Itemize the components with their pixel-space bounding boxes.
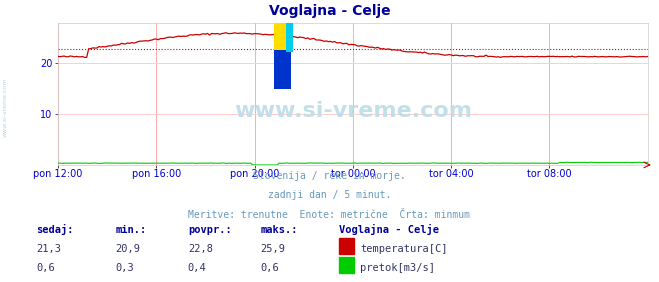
Bar [274,13,291,52]
Text: sedaj:: sedaj: [36,224,74,235]
Bar [274,50,291,89]
Text: 22,8: 22,8 [188,244,213,254]
Text: pretok[m3/s]: pretok[m3/s] [360,263,436,273]
Text: 0,6: 0,6 [260,263,279,273]
Text: Voglajna - Celje: Voglajna - Celje [339,224,440,235]
Text: zadnji dan / 5 minut.: zadnji dan / 5 minut. [268,190,391,200]
Text: povpr.:: povpr.: [188,225,231,235]
Text: 0,6: 0,6 [36,263,55,273]
Text: 25,9: 25,9 [260,244,285,254]
Text: 20,9: 20,9 [115,244,140,254]
Text: www.si-vreme.com: www.si-vreme.com [234,101,472,121]
Text: Voglajna - Celje: Voglajna - Celje [269,4,390,18]
Text: maks.:: maks.: [260,225,298,235]
Text: Meritve: trenutne  Enote: metrične  Črta: minmum: Meritve: trenutne Enote: metrične Črta: … [188,210,471,220]
Text: 21,3: 21,3 [36,244,61,254]
Text: www.si-vreme.com: www.si-vreme.com [3,78,8,137]
Text: temperatura[C]: temperatura[C] [360,244,448,254]
Text: 0,3: 0,3 [115,263,134,273]
Bar [286,13,293,52]
Text: Slovenija / reke in morje.: Slovenija / reke in morje. [253,171,406,180]
Text: 0,4: 0,4 [188,263,206,273]
Text: min.:: min.: [115,225,146,235]
